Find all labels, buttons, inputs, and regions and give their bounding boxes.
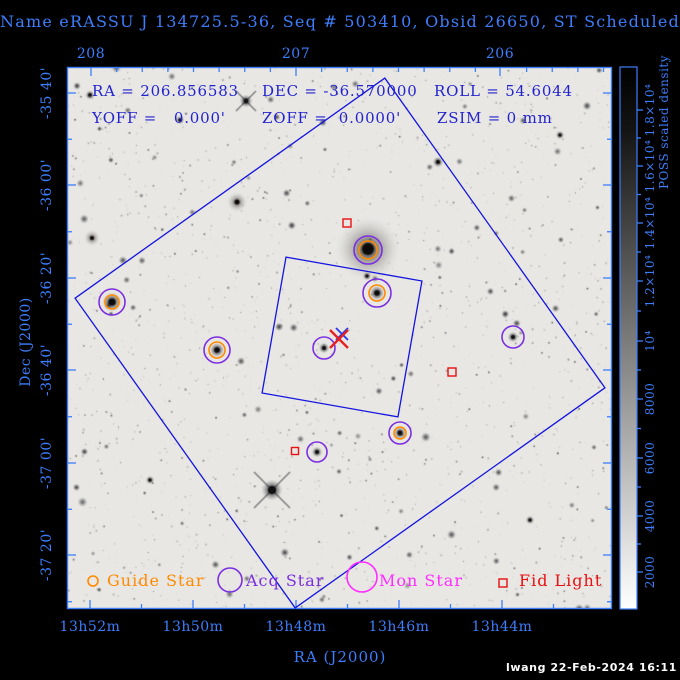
colorbar-tick-label: 2000 — [643, 555, 657, 589]
bottom-axis-tick-label: 13h48m — [265, 619, 327, 635]
guide-star-circle — [358, 240, 378, 260]
acq-star-circle — [98, 288, 126, 316]
acq-star-circle — [353, 235, 383, 265]
acq-star-circle — [362, 278, 392, 308]
colorbar-tick-label: 1.6×10⁴ — [643, 139, 657, 193]
outer-fov-square — [74, 77, 606, 609]
colorbar-gradient — [619, 66, 638, 610]
inner-fov-square — [261, 256, 423, 418]
guide-star-circle — [208, 341, 226, 359]
guide-star-circle — [393, 426, 407, 440]
plot-frame — [66, 66, 613, 610]
legend-marker-mon — [346, 561, 378, 593]
colorbar-tick-label: 6000 — [643, 441, 657, 475]
legend-label-mon: Mon Star — [379, 571, 463, 590]
credit-text: lwang 22-Feb-2024 16:11 — [506, 661, 677, 674]
pointing-zsim: ZSIM = 0 mm — [437, 109, 553, 127]
colorbar-tick-label: 4000 — [643, 499, 657, 533]
pointing-yoff: YOFF = 0.000' — [92, 109, 226, 127]
legend-marker-fid — [498, 578, 508, 588]
top-axis-tick-label: 207 — [281, 46, 311, 62]
guide-star-circle — [104, 294, 120, 310]
legend-marker-guide — [87, 575, 99, 587]
acq-star-circle — [388, 421, 412, 445]
top-axis-tick-label: 208 — [76, 46, 106, 62]
dec-tick-label: -36 20' — [39, 251, 55, 305]
dec-tick-label: -37 00' — [39, 436, 55, 490]
x-axis-title: RA (J2000) — [293, 648, 387, 666]
pointing-ra: RA = 206.856583 — [92, 82, 239, 100]
bottom-axis-tick-label: 13h46m — [368, 619, 430, 635]
acq-star-circle — [203, 336, 231, 364]
page-title: Name eRASSU J 134725.5-36, Seq # 503410,… — [0, 12, 680, 31]
dec-tick-label: -36 40' — [39, 343, 55, 397]
fid-light-square — [447, 367, 457, 377]
colorbar-tick-label: 8000 — [643, 382, 657, 416]
y-axis-title: Dec (J2000) — [18, 297, 34, 387]
legend-label-fid: Fid Light — [519, 571, 603, 590]
acq-star-circle — [501, 325, 525, 349]
dec-tick-label: -35 40' — [39, 66, 55, 120]
bottom-axis-tick-label: 13h52m — [59, 619, 121, 635]
pointing-zoff: ZOFF = 0.0000' — [262, 109, 402, 127]
legend-marker-acq — [217, 567, 243, 593]
legend-label-guide: Guide Star — [107, 571, 205, 590]
target-cross-red — [329, 329, 349, 349]
pointing-roll: ROLL = 54.6044 — [434, 82, 573, 100]
colorbar-tick-label: 1.4×10⁴ — [643, 196, 657, 250]
legend-label-acq: Acq Star — [246, 571, 325, 590]
pointing-dec: DEC = -36.570000 — [262, 82, 418, 100]
fov-group — [74, 77, 606, 609]
acq-star-circle — [312, 336, 336, 360]
guide-star-circle — [368, 284, 386, 302]
bottom-axis-tick-label: 13h44m — [471, 619, 533, 635]
colorbar-title: POSS scaled density — [657, 54, 671, 190]
colorbar-tick-label: 1.8×10⁴ — [643, 83, 657, 137]
acq-star-circle — [306, 441, 328, 463]
colorbar-tick-label: 1.2×10⁴ — [643, 254, 657, 308]
fid-light-square — [342, 218, 352, 228]
dec-tick-label: -37 20' — [39, 528, 55, 582]
fid-light-square — [290, 446, 300, 456]
dec-tick-label: -36 00' — [39, 158, 55, 212]
colorbar-tick-label: 10⁴ — [643, 330, 657, 352]
top-axis-tick-label: 206 — [485, 46, 515, 62]
bottom-axis-tick-label: 13h50m — [162, 619, 224, 635]
